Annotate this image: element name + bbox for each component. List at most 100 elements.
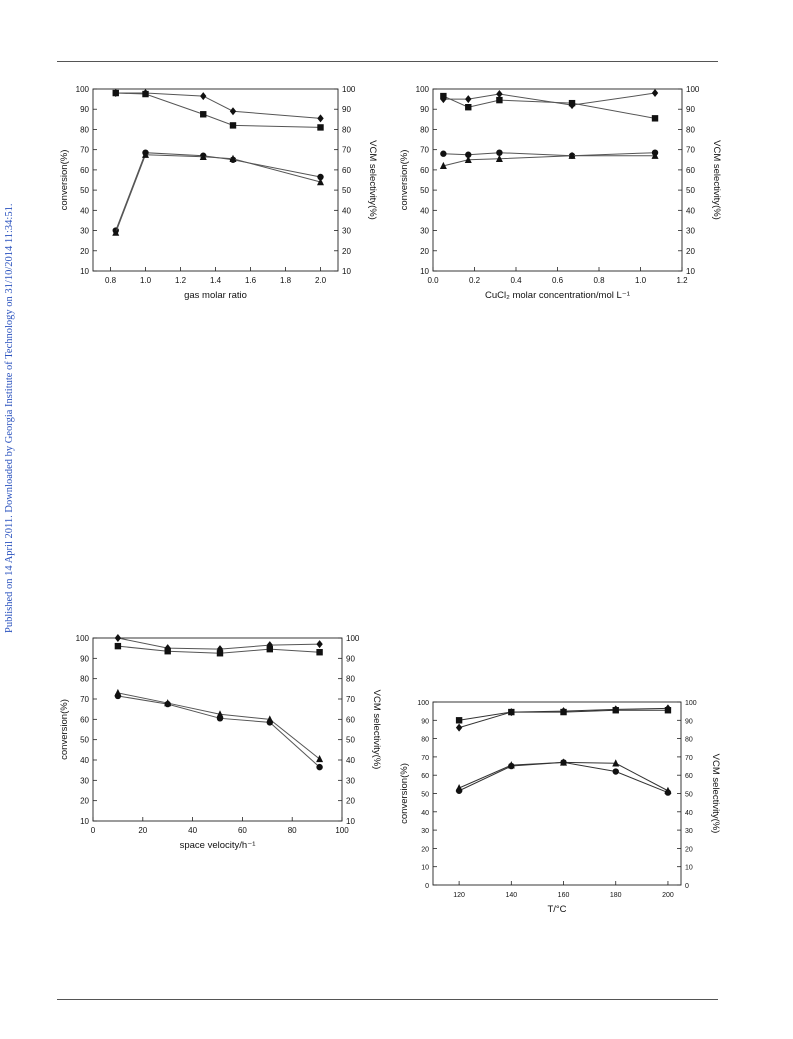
y-tick-label-right: 50: [342, 186, 351, 195]
y-axis-title-right: VCM selectivity(%): [710, 754, 721, 834]
x-tick-label: 0.2: [469, 276, 481, 285]
y-tick-label-right: 70: [685, 755, 693, 762]
y-tick-label-left: 100: [416, 85, 430, 94]
data-point-triangle: [439, 161, 447, 170]
data-point-square: [112, 89, 119, 97]
y-tick-label-right: 30: [346, 776, 355, 785]
data-point-square: [455, 717, 463, 724]
y-tick-label-right: 80: [685, 737, 693, 744]
x-axis-title: gas molar ratio: [184, 290, 247, 301]
data-point-diamond: [455, 723, 463, 732]
data-point-square: [496, 96, 503, 104]
y-tick-label-right: 0: [685, 883, 689, 890]
data-point-circle: [496, 149, 503, 156]
y-tick-label-right: 20: [346, 797, 355, 806]
y-tick-label-right: 10: [685, 865, 693, 872]
data-point-square: [568, 99, 576, 107]
y-axis-title-left: conversion(%): [399, 150, 410, 211]
plot-frame: [92, 637, 343, 822]
data-point-circle: [266, 719, 273, 726]
series-line-square: [115, 92, 321, 128]
data-point-square: [266, 645, 273, 653]
y-tick-label-left: 40: [80, 206, 89, 215]
y-tick-label-right: 80: [342, 125, 351, 134]
data-point-circle: [164, 700, 171, 708]
y-tick-label-right: 10: [686, 267, 695, 276]
y-tick-label-left: 70: [80, 146, 89, 155]
y-tick-label-right: 30: [686, 227, 695, 236]
y-tick-label-right: 50: [346, 736, 355, 745]
data-point-triangle: [199, 152, 207, 160]
y-tick-label-left: 20: [421, 846, 429, 853]
data-point-square: [316, 649, 323, 656]
x-tick-label: 2.0: [315, 276, 327, 285]
series-line-triangle: [458, 761, 669, 792]
x-tick-label: 1.8: [280, 276, 292, 285]
y-tick-label-right: 60: [346, 715, 355, 724]
x-tick-label: 200: [662, 892, 674, 899]
y-tick-label-left: 60: [80, 166, 89, 175]
x-tick-label: 60: [238, 826, 247, 835]
y-tick-label-left: 70: [420, 146, 429, 155]
y-tick-label-right: 90: [346, 654, 355, 663]
data-point-diamond: [216, 645, 224, 654]
y-tick-label-left: 100: [417, 700, 429, 707]
y-tick-label-right: 50: [686, 186, 695, 195]
data-point-triangle: [229, 154, 237, 162]
data-point-square: [164, 648, 171, 655]
y-tick-label-right: 90: [686, 105, 695, 114]
x-tick-label: 40: [188, 826, 197, 835]
data-point-circle: [508, 762, 515, 770]
y-tick-label-right: 100: [346, 634, 360, 643]
y-tick-label-left: 80: [421, 737, 429, 744]
data-point-square: [317, 124, 324, 131]
x-tick-label: 0.8: [105, 276, 117, 285]
y-tick-label-left: 10: [80, 267, 89, 276]
y-tick-label-left: 20: [80, 247, 89, 256]
series-line-circle: [458, 761, 669, 794]
y-tick-label-right: 40: [685, 810, 693, 817]
y-tick-label-left: 20: [80, 797, 89, 806]
y-tick-label-right: 70: [686, 146, 695, 155]
x-tick-label: 1.0: [635, 276, 647, 285]
y-tick-label-right: 30: [342, 227, 351, 236]
y-tick-label-right: 20: [685, 846, 693, 853]
data-point-diamond: [651, 89, 659, 98]
y-tick-label-left: 50: [420, 186, 429, 195]
chart-gas-molar-ratio: 0.8 1.0 1.2 1.4 1.6 1.8 2.0 10 10 20 20 30 30 40 40 50 5…: [59, 85, 378, 301]
series-line-circle: [115, 152, 321, 231]
x-tick-label: 80: [288, 826, 297, 835]
data-point-square: [142, 90, 149, 98]
y-axis-title-left: conversion(%): [59, 699, 70, 760]
y-tick-label-right: 40: [342, 206, 351, 215]
y-tick-label-left: 10: [80, 817, 89, 826]
y-tick-label-right: 30: [685, 828, 693, 835]
y-tick-label-left: 90: [80, 654, 89, 663]
y-tick-label-left: 60: [420, 166, 429, 175]
y-axis-title-left: conversion(%): [59, 150, 70, 211]
y-tick-label-right: 10: [346, 817, 355, 826]
published-download-note: Published on 14 April 2011. Downloaded b…: [4, 203, 15, 633]
data-point-triangle: [142, 150, 149, 158]
x-axis-title: CuCl₂ molar concentration/mol L⁻¹: [485, 290, 630, 301]
y-tick-label-left: 30: [80, 776, 89, 785]
y-tick-label-left: 50: [80, 736, 89, 745]
y-tick-label-right: 100: [342, 85, 356, 94]
series-line-triangle: [115, 154, 321, 233]
data-point-circle: [316, 763, 323, 771]
y-tick-label-left: 60: [80, 715, 89, 724]
data-point-triangle: [612, 759, 620, 767]
y-tick-label-right: 70: [346, 695, 355, 704]
y-tick-label-left: 70: [80, 695, 89, 704]
x-tick-label: 0: [91, 826, 96, 835]
y-tick-label-left: 80: [80, 675, 89, 684]
y-tick-label-right: 90: [685, 718, 693, 725]
y-tick-label-left: 30: [421, 828, 429, 835]
data-point-circle: [455, 787, 463, 794]
data-point-triangle: [316, 754, 324, 763]
y-tick-label-left: 90: [420, 105, 429, 114]
data-point-circle: [317, 173, 324, 181]
x-tick-label: 0.4: [510, 276, 522, 285]
data-point-circle: [440, 150, 447, 157]
